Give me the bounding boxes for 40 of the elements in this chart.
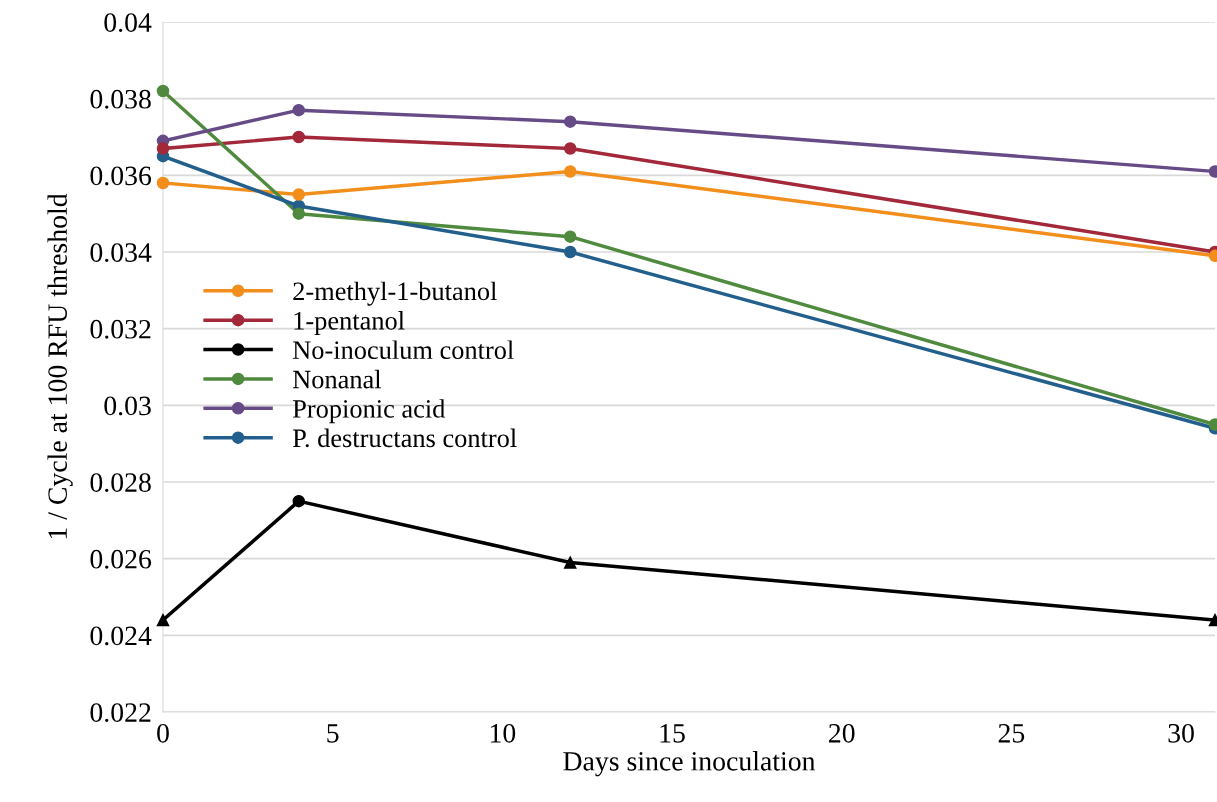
point [563,142,577,155]
x-tick-label: 5 [327,724,339,743]
y-tick-label: 0.026 [90,549,152,569]
y-tick-label: 0.038 [90,89,151,109]
y-tick-label: 0.04 [104,13,152,33]
legend-label: Nonanal [292,369,382,389]
x-tick-label: 20 [829,723,855,743]
point [563,165,577,178]
y-tick-label: 0.032 [90,319,151,339]
point [563,230,577,243]
x-tick-label: 0 [157,723,169,743]
legend-label: 1-pentanol [294,311,405,336]
y-tick-label: 0.024 [90,626,152,646]
x-tick-label: 30 [1168,723,1194,743]
legend-label: P. destructans control [292,428,517,448]
point [156,613,170,627]
point [292,188,305,201]
point [292,130,305,144]
point [156,176,170,190]
y-tick-label: 0.03 [104,396,151,416]
y-tick-label: 0.022 [90,703,151,723]
x-tick-label: 10 [490,723,516,743]
x-tick-label: 25 [998,723,1025,743]
point [292,207,305,220]
point [156,84,170,98]
x-tick-label: 15 [660,724,685,743]
point [292,494,305,508]
point [563,556,577,569]
y-tick-label: 0.028 [90,473,151,493]
point [563,245,577,259]
point [563,115,577,128]
y-axis-title: 1 / Cycle at 100 RFU threshold [47,193,73,539]
legend-label: Propionic acid [292,399,446,424]
point [156,142,170,155]
legend-label: No-inoculum control [292,340,514,360]
x-axis-title: Days since inoculation [563,751,816,777]
y-tick-label: 0.034 [90,243,152,263]
point [292,103,305,117]
legend-label: 2-methyl-1-butanol [293,281,497,306]
y-tick-label: 0.036 [90,166,152,186]
